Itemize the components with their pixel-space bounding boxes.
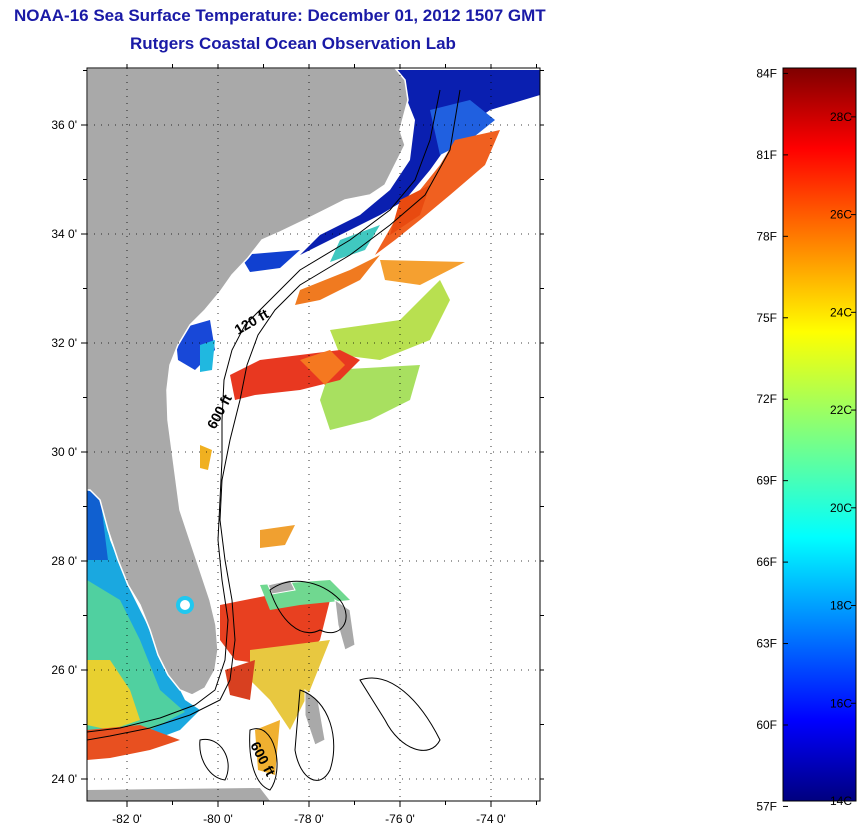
latitude-axis: 36 0' 34 0' 32 0' 30 0' 28 0' 26 0' 24 0' [51,70,544,786]
lon-tick-label: -82 0' [112,812,142,826]
map-subtitle: Rutgers Coastal Ocean Observation Lab [130,34,456,53]
colorbar: 84F 81F 78F 75F 72F 69F 66F 63F 60F 57F 28C 26C 24C 2… [756,66,857,813]
colorbar-fahrenheit-label: 81F [756,148,777,162]
colorbar-fahrenheit-label: 69F [756,474,777,488]
lat-tick-label: 24 0' [51,772,77,786]
colorbar-celsius-label: 14C [830,794,852,808]
colorbar-fahrenheit-label: 57F [756,799,777,813]
longitude-axis: -82 0' -80 0' -78 0' -76 0' -74 0' [112,64,537,826]
lat-tick-label: 30 0' [51,445,77,459]
bathymetry-contours [87,89,461,791]
colorbar-celsius-label: 24C [830,305,852,319]
colorbar-celsius-label: 16C [830,696,852,710]
land-layer [87,68,409,801]
colorbar-celsius-label: 22C [830,403,852,417]
lon-tick-label: -80 0' [203,812,233,826]
colorbar-celsius-label: 20C [830,501,852,515]
lon-tick-label: -76 0' [385,812,415,826]
lat-tick-label: 34 0' [51,227,77,241]
colorbar-fahrenheit-label: 60F [756,718,777,732]
colorbar-gradient [782,67,857,802]
lat-tick-label: 32 0' [51,336,77,350]
colorbar-celsius-label: 18C [830,599,852,613]
colorbar-fahrenheit-label: 63F [756,637,777,651]
lat-tick-label: 36 0' [51,118,77,132]
colorbar-fahrenheit-label: 84F [756,66,777,80]
colorbar-celsius-label: 28C [830,110,852,124]
map-border [86,67,541,802]
lon-tick-label: -78 0' [294,812,324,826]
colorbar-fahrenheit-label: 75F [756,311,777,325]
colorbar-fahrenheit-label: 72F [756,392,777,406]
colorbar-fahrenheit-label: 78F [756,229,777,243]
colorbar-celsius-label: 26C [830,208,852,222]
lat-tick-label: 28 0' [51,554,77,568]
map-title: NOAA-16 Sea Surface Temperature: Decembe… [14,6,546,25]
lat-tick-label: 26 0' [51,663,77,677]
lon-tick-label: -74 0' [476,812,506,826]
colorbar-fahrenheit-label: 66F [756,555,777,569]
